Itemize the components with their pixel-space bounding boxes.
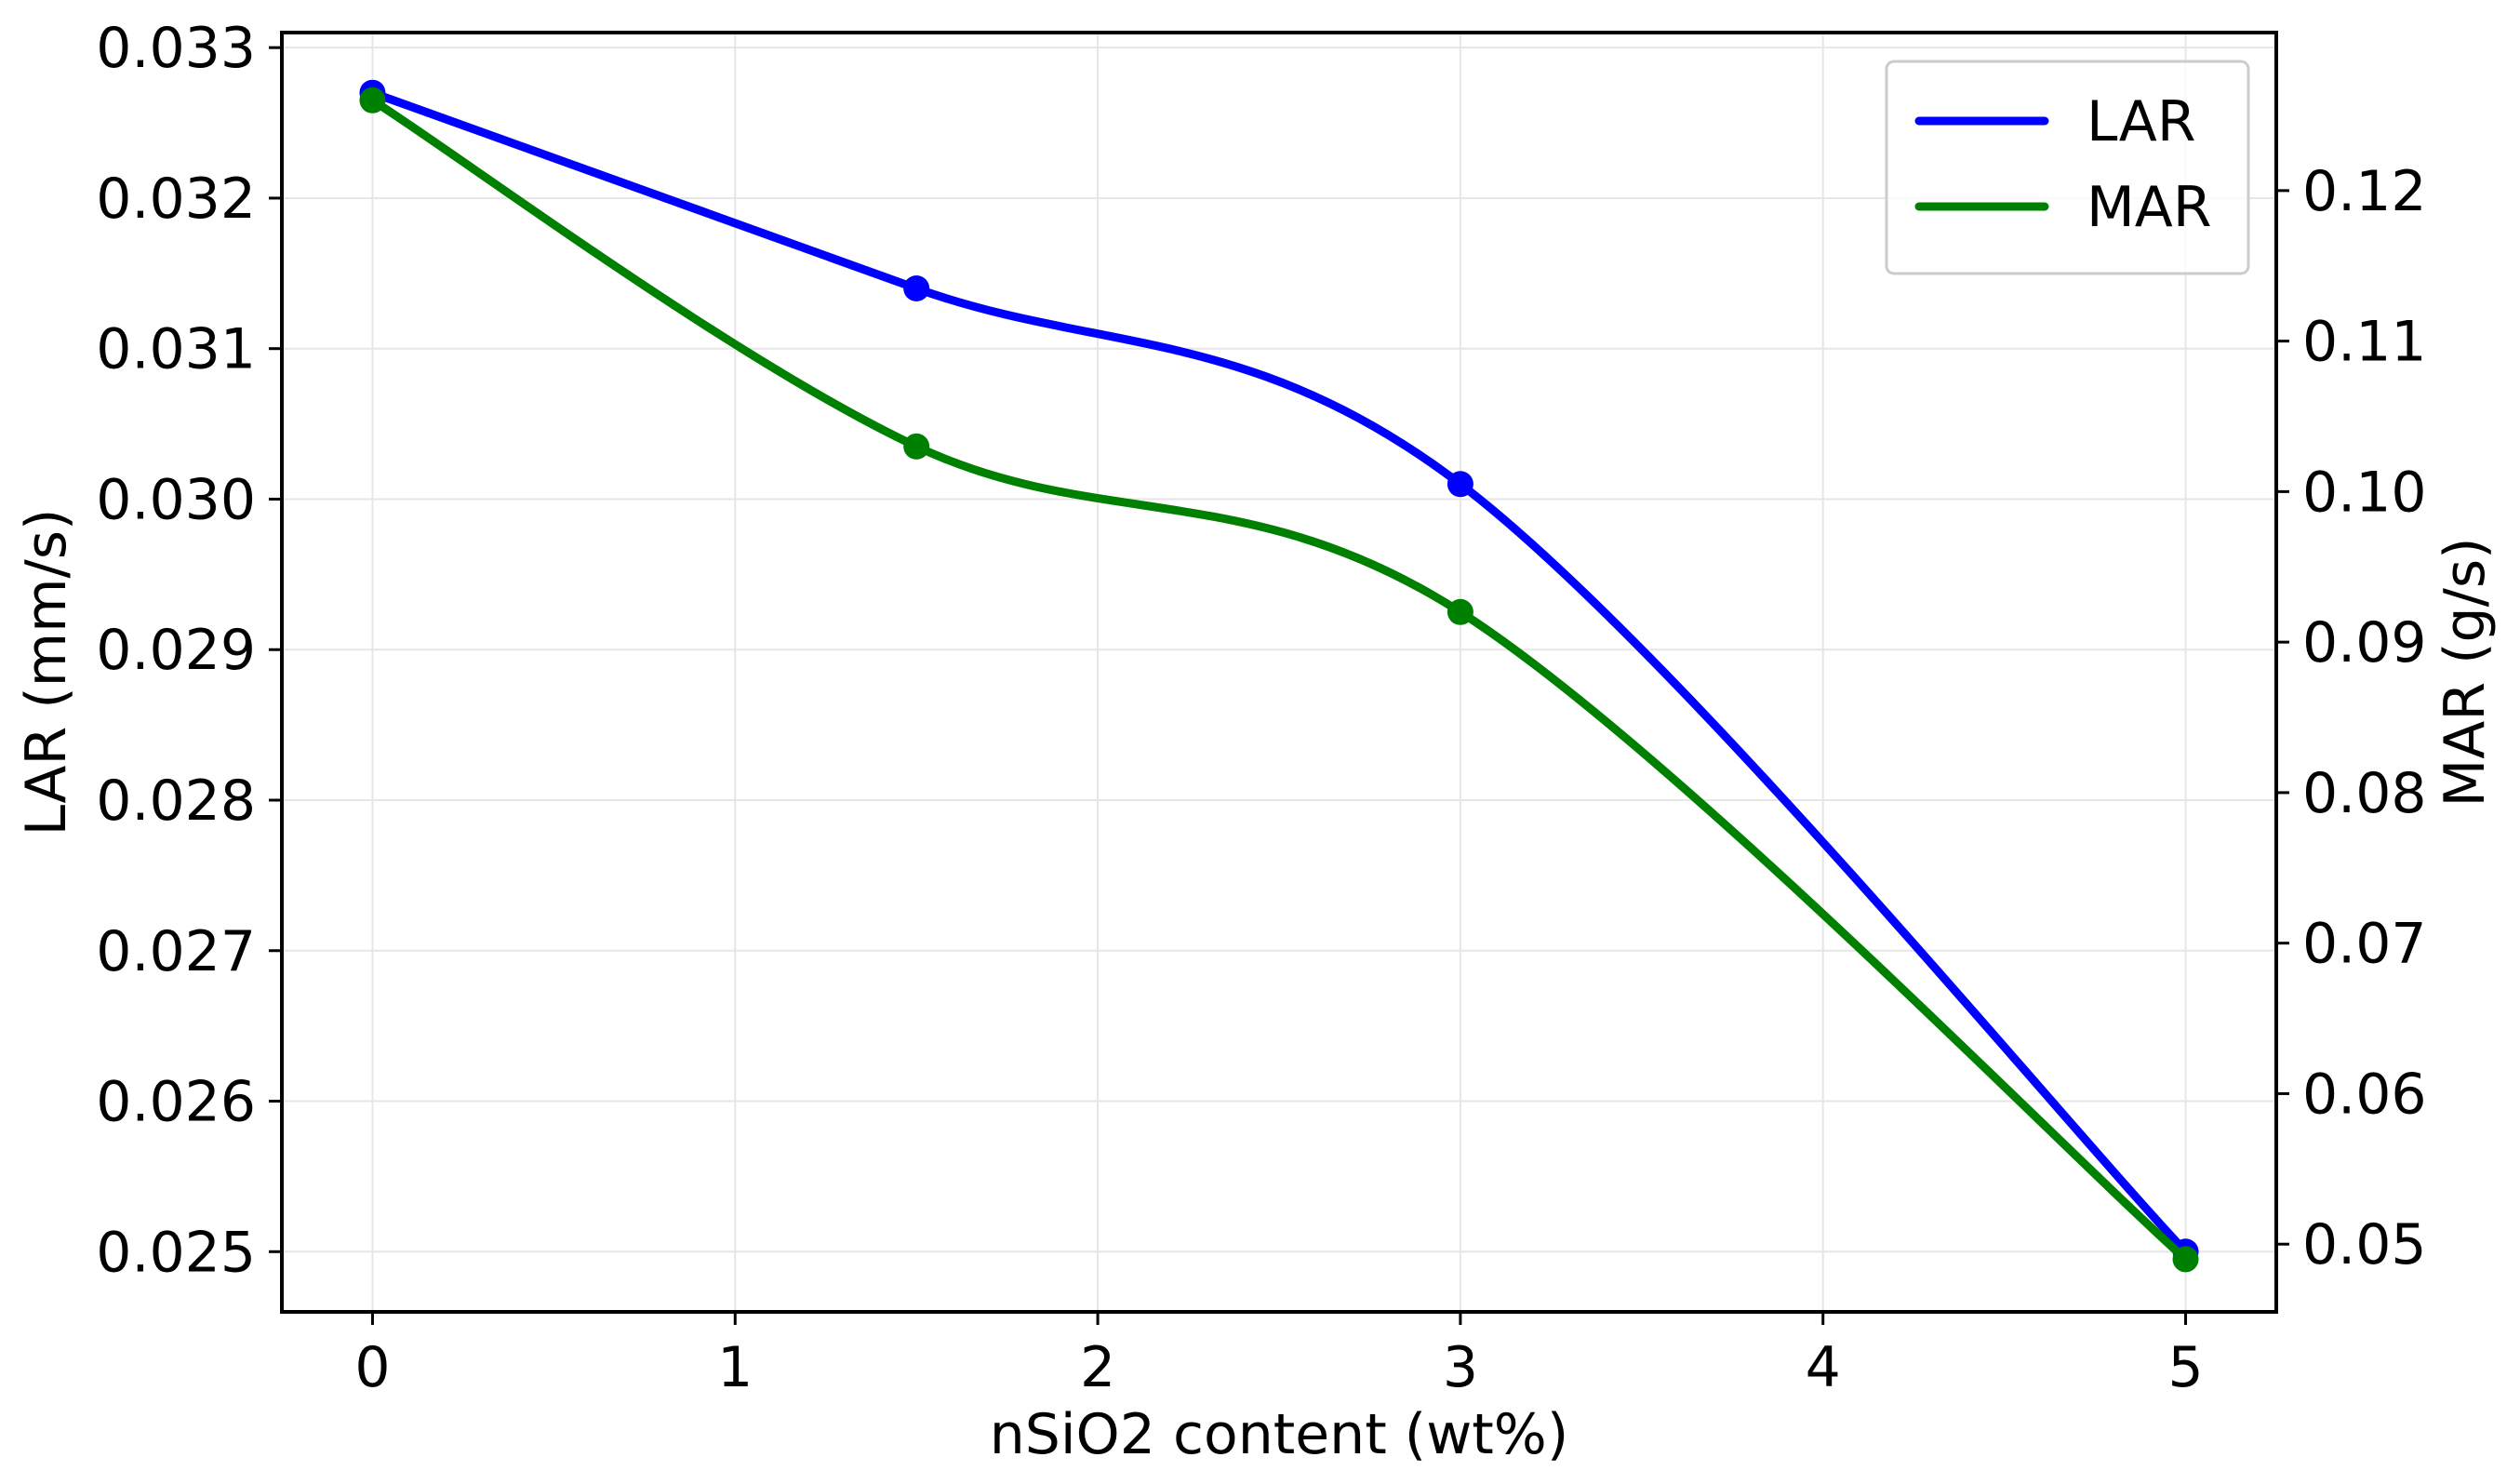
- mar-data-point: [1447, 598, 1473, 625]
- left-y-tick-label: 0.028: [96, 769, 256, 834]
- mar-data-point: [2172, 1246, 2199, 1273]
- x-axis-title: nSiO2 content (wt%): [990, 1402, 1568, 1467]
- left-y-tick-label: 0.033: [96, 16, 256, 81]
- legend-box: [1885, 60, 2250, 275]
- left-y-tick-label: 0.027: [96, 919, 256, 984]
- right-y-tick-label: 0.09: [2302, 610, 2427, 675]
- right-y-tick-label: 0.08: [2302, 761, 2427, 826]
- right-y-tick-label: 0.10: [2302, 460, 2427, 525]
- x-tick-label: 5: [2167, 1335, 2203, 1400]
- lar-data-point: [903, 275, 930, 301]
- left-y-axis-title: LAR (mm/s): [14, 509, 79, 836]
- left-y-tick-label: 0.025: [96, 1220, 256, 1285]
- mar-series-line: [367, 96, 2191, 1263]
- left-y-tick-label: 0.030: [96, 467, 256, 532]
- left-y-tick-label: 0.029: [96, 618, 256, 683]
- right-y-tick-label: 0.05: [2302, 1212, 2427, 1277]
- mar-data-point: [903, 433, 930, 460]
- left-y-tick-label: 0.031: [96, 317, 256, 382]
- left-y-tick-label: 0.026: [96, 1070, 256, 1135]
- x-tick-label: 1: [717, 1335, 753, 1400]
- right-y-tick-label: 0.12: [2302, 159, 2427, 224]
- right-y-tick-label: 0.11: [2302, 310, 2427, 375]
- right-y-tick-label: 0.07: [2302, 912, 2427, 977]
- right-y-tick-label: 0.06: [2302, 1062, 2427, 1127]
- axis-ticks: 0 1 2 3 4 5 0.025 0.026 0.027 0.028 0.029 0.030 0.03…: [96, 16, 2426, 1400]
- x-tick-label: 0: [354, 1335, 390, 1400]
- legend-mar-label: MAR: [2087, 175, 2212, 240]
- x-tick-label: 3: [1443, 1335, 1478, 1400]
- lar-series-line: [367, 88, 2191, 1256]
- legend: LAR MAR: [1885, 60, 2250, 275]
- right-y-axis-title: MAR (g/s): [2433, 538, 2498, 808]
- lar-data-point: [1447, 471, 1473, 498]
- x-tick-label: 4: [1806, 1335, 1841, 1400]
- plot-area-frame: [280, 31, 2278, 1314]
- legend-lar-label: LAR: [2087, 89, 2196, 154]
- mar-data-point: [359, 87, 386, 114]
- plot-series: [359, 79, 2199, 1273]
- left-y-tick-label: 0.032: [96, 167, 256, 232]
- x-tick-label: 2: [1080, 1335, 1115, 1400]
